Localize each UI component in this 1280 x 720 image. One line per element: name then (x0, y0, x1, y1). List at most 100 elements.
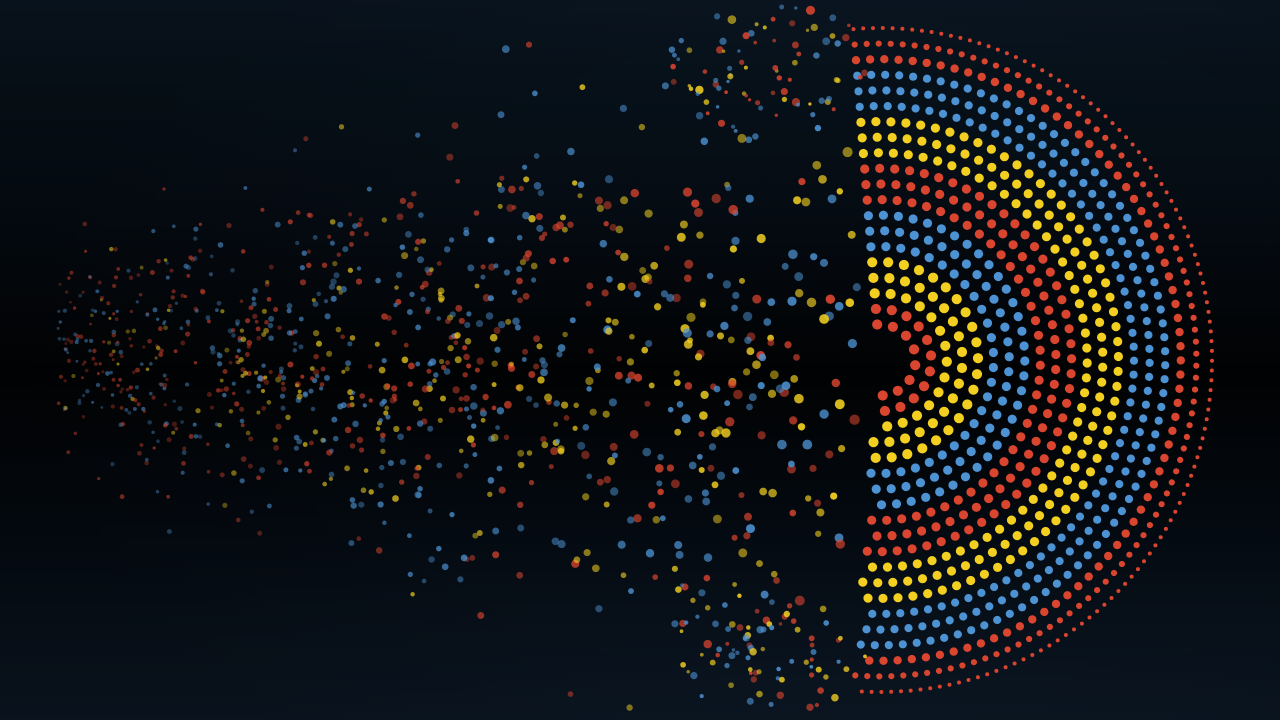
ring-dot (936, 61, 945, 70)
concentric-dotted-rings (851, 26, 1214, 694)
ring-dot (1023, 189, 1033, 199)
ring-dot (1067, 523, 1076, 532)
scatter-dot (344, 366, 350, 372)
scatter-dot (716, 471, 726, 480)
ring-dot (1088, 101, 1093, 106)
scatter-dot (512, 317, 520, 326)
ring-dot (950, 531, 960, 541)
scatter-dot (219, 378, 224, 383)
scatter-dot (98, 362, 102, 366)
scatter-dot (604, 175, 614, 184)
scatter-dot (660, 290, 668, 298)
ring-dot (977, 41, 982, 46)
scatter-dot (701, 489, 710, 497)
ring-dot (947, 393, 959, 404)
ring-dot (1073, 417, 1083, 427)
ring-dot (928, 272, 939, 283)
ring-dot (885, 288, 896, 300)
ring-dot (1185, 483, 1190, 487)
ring-dot (1017, 326, 1027, 336)
ring-dot (1146, 522, 1153, 529)
scatter-dot (162, 382, 168, 388)
scatter-dot (315, 340, 323, 347)
scatter-dot (682, 328, 692, 338)
scatter-dot (66, 351, 70, 354)
scatter-dot (544, 393, 553, 402)
scatter-dot (309, 440, 314, 446)
scatter-dot (114, 317, 119, 321)
ring-dot (997, 596, 1007, 605)
ring-dot (1172, 245, 1180, 252)
scatter-dot (816, 508, 825, 517)
scatter-dot (399, 244, 406, 250)
scatter-dot (149, 269, 155, 276)
ring-dot (932, 570, 942, 581)
scatter-dot (107, 340, 112, 345)
ring-dot (985, 423, 995, 433)
scatter-dot (74, 340, 79, 345)
scatter-dot (716, 646, 722, 653)
scatter-dot (356, 266, 362, 271)
ring-dot (1108, 190, 1117, 199)
ring-dot (943, 425, 954, 436)
ring-dot (924, 669, 931, 677)
scatter-dot (784, 341, 792, 349)
scatter-dot (629, 430, 639, 439)
scatter-dot (319, 386, 324, 391)
ring-dot (974, 554, 984, 565)
scatter-dot (625, 377, 632, 384)
ring-dot (1113, 366, 1123, 376)
ring-dot (953, 495, 963, 505)
ring-dot (1031, 466, 1041, 476)
scatter-dot (169, 308, 174, 313)
ring-dot (1129, 194, 1139, 204)
ring-dot (1156, 305, 1165, 314)
scatter-dot (497, 111, 505, 119)
ring-dot (923, 235, 934, 245)
ring-dot (924, 90, 933, 99)
scatter-dot (517, 524, 525, 532)
ring-dot (1126, 551, 1133, 558)
scatter-dot (171, 289, 176, 294)
ring-dot (1049, 130, 1059, 139)
ring-dot (940, 502, 950, 512)
ring-dot (920, 185, 931, 195)
scatter-dot (747, 29, 755, 37)
scatter-dot (769, 599, 775, 605)
scatter-dot (71, 373, 76, 379)
ring-dot (1048, 73, 1053, 78)
ring-dot (1198, 445, 1203, 450)
scatter-dot (577, 181, 585, 189)
ring-dot (933, 387, 944, 398)
ring-dot (1088, 189, 1097, 198)
ring-dot (1001, 499, 1011, 510)
ring-dot (943, 465, 953, 475)
ring-dot (908, 214, 918, 224)
scatter-dot (754, 608, 760, 614)
scatter-dot (699, 694, 704, 699)
ring-dot (1067, 189, 1077, 198)
scatter-dot (426, 381, 433, 387)
ring-dot (1141, 251, 1150, 260)
scatter-dot (287, 361, 294, 368)
ring-dot (924, 400, 935, 411)
ring-dot (1060, 138, 1069, 147)
scatter-dot (533, 182, 542, 190)
ring-dot (880, 226, 890, 236)
scatter-dot (770, 16, 776, 22)
scatter-dot (380, 448, 386, 455)
scatter-dot (737, 593, 742, 599)
scatter-dot (234, 319, 241, 325)
ring-dot (935, 650, 945, 659)
scatter-dot (275, 376, 282, 383)
ring-dot (899, 689, 903, 694)
ring-dot (1169, 198, 1174, 203)
scatter-dot (705, 111, 710, 116)
ring-dot (961, 166, 971, 176)
scatter-dot (775, 676, 780, 681)
ring-dot (864, 673, 871, 680)
ring-dot (902, 529, 912, 539)
ring-dot (972, 462, 982, 472)
scatter-dot (472, 532, 479, 539)
ring-dot (1092, 453, 1102, 463)
